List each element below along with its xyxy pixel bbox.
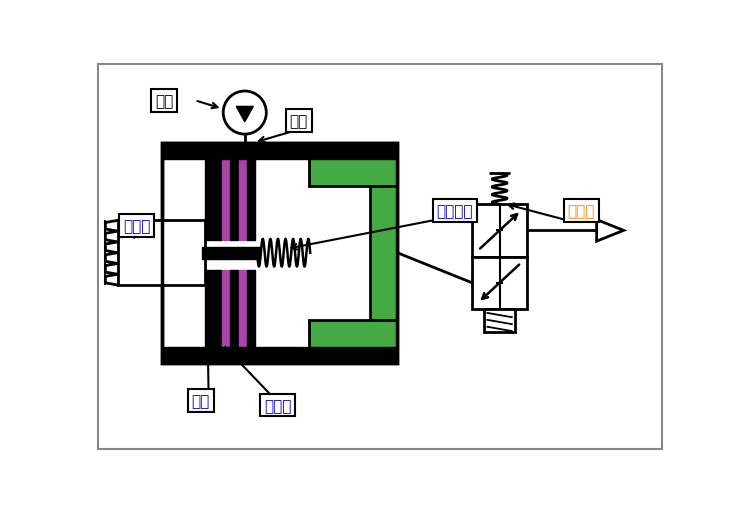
Bar [309,321,397,363]
Text: 摩擦片: 摩擦片 [264,398,292,413]
Bar [118,221,205,286]
Bar [213,159,221,240]
Bar [309,186,370,321]
Bar [162,144,397,363]
Bar [239,271,246,348]
Circle shape [223,92,266,135]
Bar [230,159,238,240]
Bar [205,271,212,348]
Bar [309,144,397,186]
Bar [485,309,515,332]
Bar [222,159,229,240]
Bar [205,159,212,240]
Text: 中间轴: 中间轴 [123,219,151,234]
Text: 回位弹簧: 回位弹簧 [437,204,473,218]
Bar [230,271,238,348]
Bar [247,159,255,240]
Bar [162,348,397,363]
Bar [370,186,397,321]
Bar [222,271,229,348]
Bar [472,205,528,257]
Text: 油泵: 油泵 [155,94,173,108]
Bar [239,159,246,240]
Bar [162,144,397,159]
Bar [370,186,397,321]
Polygon shape [236,107,253,123]
Bar [309,321,397,363]
Text: 钢片: 钢片 [191,393,210,408]
Polygon shape [597,220,623,242]
Bar [309,144,397,186]
Text: 活塞: 活塞 [289,114,308,128]
Bar [472,257,528,309]
Bar [203,247,260,260]
Bar [213,271,221,348]
Bar [162,144,397,363]
Text: 电磁阀: 电磁阀 [568,204,595,218]
Bar [247,271,255,348]
